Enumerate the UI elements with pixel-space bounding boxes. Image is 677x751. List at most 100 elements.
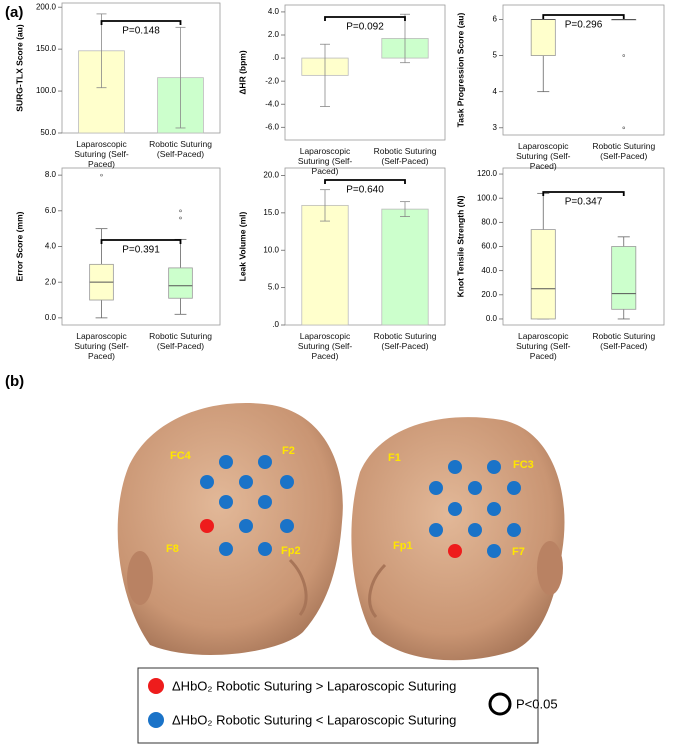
channel — [487, 544, 501, 558]
channel-label: F7 — [512, 546, 525, 558]
channel — [448, 502, 462, 516]
p-value: P=0.296 — [565, 20, 603, 31]
channel — [258, 542, 272, 556]
channel — [200, 475, 214, 489]
channel — [280, 519, 294, 533]
y-tick-label: -6.0 — [265, 122, 279, 131]
channel-label: F1 — [388, 452, 401, 464]
channel — [239, 475, 253, 489]
channel — [429, 481, 443, 495]
y-tick-label: 4.0 — [45, 242, 57, 251]
significance-label: P<0.05 — [516, 696, 558, 711]
box — [530, 229, 556, 320]
p-value: P=0.391 — [122, 245, 160, 256]
channel — [239, 519, 253, 533]
head-shape — [117, 403, 343, 655]
channel-label: FC3 — [513, 459, 534, 471]
significance-bracket — [324, 179, 406, 184]
y-tick-label: -4.0 — [265, 99, 279, 108]
y-axis-title: SURG-TLX Score (au) — [14, 24, 24, 112]
channel — [487, 502, 501, 516]
legend-swatch — [148, 712, 164, 728]
significance-bracket — [100, 239, 182, 244]
box — [611, 246, 637, 310]
y-tick-label: 5.0 — [268, 283, 280, 292]
x-tick-label: Laparoscopic Suturing (Self-Paced) — [74, 139, 129, 169]
x-tick-label: Robotic Suturing (Self-Paced) — [149, 331, 212, 351]
x-tick-label: Robotic Suturing (Self-Paced) — [149, 139, 212, 159]
y-tick-label: 0.0 — [45, 313, 57, 322]
channel-label: FC4 — [170, 450, 192, 462]
y-tick-label: 50.0 — [40, 128, 56, 137]
y-axis-title: Knot Tensile Strength (N) — [455, 195, 465, 297]
bar — [301, 204, 349, 326]
p-value: P=0.640 — [346, 185, 384, 196]
significance-bracket — [100, 20, 182, 25]
y-tick-label: 2.0 — [45, 277, 57, 286]
x-tick-label: Laparoscopic Suturing (Self-Paced) — [297, 331, 353, 361]
channel — [507, 523, 521, 537]
plot-frame — [502, 167, 665, 326]
channel — [468, 481, 482, 495]
significance-marker — [488, 692, 512, 716]
y-tick-label: -2.0 — [265, 76, 279, 85]
channel — [219, 455, 233, 469]
channel — [468, 523, 482, 537]
y-tick-label: 10.0 — [263, 245, 279, 254]
y-axis-title: Task Progression Score (au) — [455, 13, 465, 128]
significance-bracket — [542, 14, 625, 19]
channel — [200, 519, 214, 533]
box — [168, 267, 193, 299]
legend-label: ΔHbO₂ Robotic Suturing < Laparoscopic Su… — [172, 712, 456, 727]
channel — [448, 544, 462, 558]
channel — [258, 455, 272, 469]
face-contour — [368, 563, 387, 618]
y-tick-label: 20.0 — [481, 290, 497, 299]
p-value: P=0.347 — [565, 197, 603, 208]
y-tick-label: 60.0 — [481, 242, 497, 251]
y-axis-title: Leak Volume (ml) — [237, 211, 247, 281]
y-tick-label: 15.0 — [263, 208, 279, 217]
y-tick-label: 150.0 — [36, 44, 57, 53]
panel-label: (b) — [5, 373, 25, 390]
outlier — [179, 216, 182, 220]
head-shape — [351, 417, 565, 661]
x-tick-label: Laparoscopic Suturing (Self-Paced) — [297, 146, 353, 176]
x-tick-label: Robotic Suturing (Self-Paced) — [592, 141, 656, 161]
y-tick-label: 200.0 — [36, 2, 57, 11]
y-tick-label: 40.0 — [481, 266, 497, 275]
y-tick-label: 4.0 — [268, 7, 280, 16]
legend-label: ΔHbO₂ Robotic Suturing > Laparoscopic Su… — [172, 678, 456, 693]
head-left — [117, 403, 343, 655]
y-tick-label: 3 — [493, 123, 498, 132]
channel — [507, 481, 521, 495]
x-tick-label: Robotic Suturing (Self-Paced) — [592, 331, 656, 351]
legend-swatch — [148, 678, 164, 694]
channel — [280, 475, 294, 489]
y-tick-label: 100.0 — [477, 193, 498, 202]
y-tick-label: 100.0 — [36, 86, 57, 95]
y-axis-title: Error Score (mm) — [14, 211, 24, 281]
p-value: P=0.148 — [122, 26, 160, 37]
outlier — [622, 126, 626, 130]
y-tick-label: 8.0 — [45, 170, 57, 179]
panel-label: (a) — [5, 4, 24, 21]
x-tick-label: Laparoscopic Suturing (Self-Paced) — [74, 331, 129, 361]
plot-frame — [502, 4, 665, 136]
x-tick-label: Robotic Suturing (Self-Paced) — [373, 146, 437, 166]
y-tick-label: 6 — [493, 15, 498, 24]
p-value: P=0.092 — [346, 22, 384, 33]
face-contour — [288, 558, 308, 616]
ear — [537, 541, 563, 595]
y-tick-label: 5 — [493, 51, 498, 60]
channel — [448, 460, 462, 474]
y-tick-label: .0 — [272, 320, 279, 329]
significance-bracket — [324, 16, 406, 21]
y-tick-label: 80.0 — [481, 217, 497, 226]
y-tick-label: .0 — [272, 53, 279, 62]
channel — [429, 523, 443, 537]
channel — [258, 495, 272, 509]
x-tick-label: Robotic Suturing (Self-Paced) — [373, 331, 437, 351]
